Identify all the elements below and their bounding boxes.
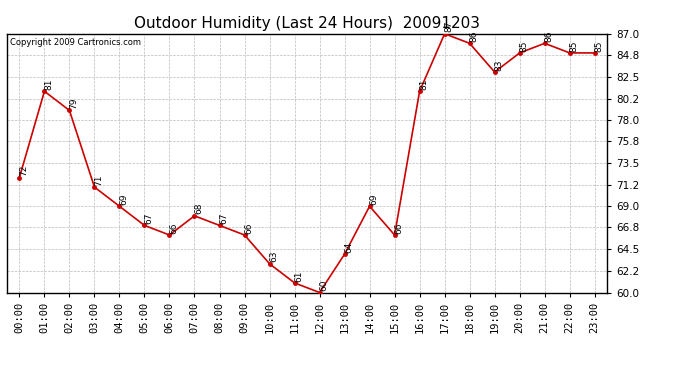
Text: 85: 85 [569,40,578,51]
Text: 79: 79 [69,98,78,109]
Title: Outdoor Humidity (Last 24 Hours)  20091203: Outdoor Humidity (Last 24 Hours) 2009120… [134,16,480,31]
Text: 69: 69 [119,194,128,205]
Text: 60: 60 [319,280,328,291]
Text: 71: 71 [94,174,103,186]
Text: 61: 61 [294,270,303,282]
Text: 81: 81 [44,78,53,90]
Text: 81: 81 [420,78,428,90]
Text: 69: 69 [369,194,378,205]
Text: 85: 85 [520,40,529,51]
Text: 64: 64 [344,242,353,253]
Text: 66: 66 [244,222,253,234]
Text: 85: 85 [594,40,603,51]
Text: 66: 66 [394,222,403,234]
Text: 87: 87 [444,21,453,32]
Text: 67: 67 [144,213,153,224]
Text: 86: 86 [544,30,553,42]
Text: 67: 67 [219,213,228,224]
Text: 63: 63 [269,251,278,262]
Text: Copyright 2009 Cartronics.com: Copyright 2009 Cartronics.com [10,38,141,46]
Text: 66: 66 [169,222,178,234]
Text: 83: 83 [494,59,503,71]
Text: 86: 86 [469,30,478,42]
Text: 72: 72 [19,165,28,176]
Text: 68: 68 [194,203,203,214]
